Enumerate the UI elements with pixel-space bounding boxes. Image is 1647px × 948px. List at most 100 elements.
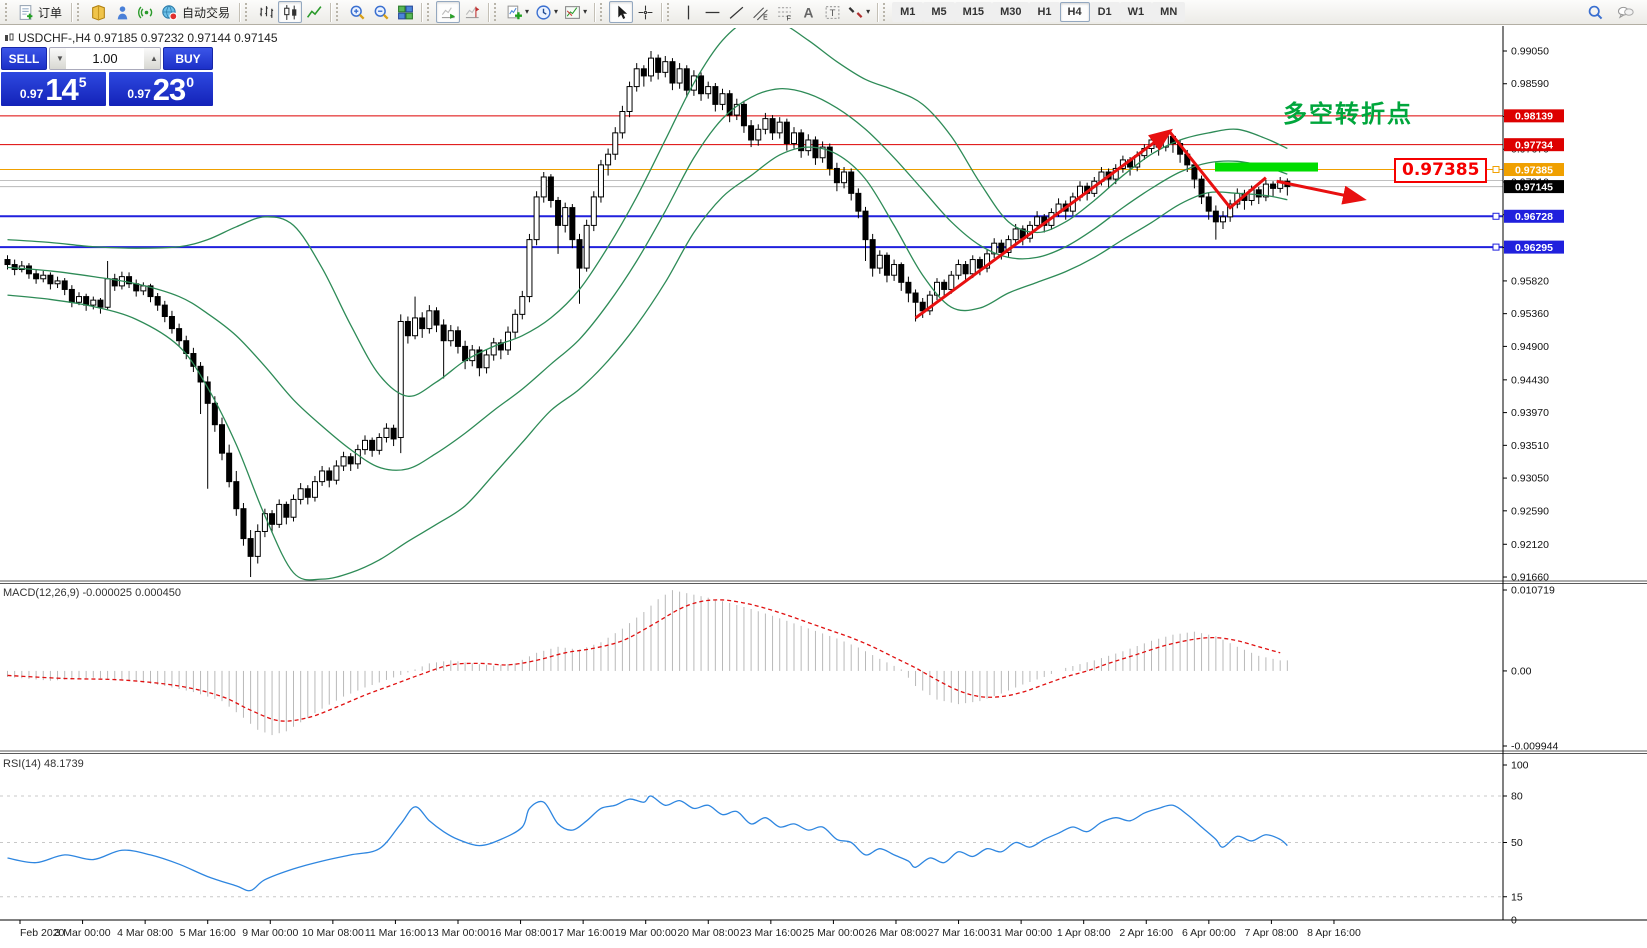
- turning-point-annotation[interactable]: 多空转折点: [1283, 100, 1413, 128]
- svg-text:0.98590: 0.98590: [1511, 78, 1549, 90]
- chart-background: [0, 26, 1647, 948]
- svg-text:0.91660: 0.91660: [1511, 572, 1549, 584]
- sell-price-pipette: 5: [78, 74, 87, 90]
- macd-indicator-label: MACD(12,26,9) -0.000025 0.000450: [3, 587, 181, 599]
- strategy-tester-button[interactable]: [110, 1, 134, 23]
- svg-text:2 Apr 16:00: 2 Apr 16:00: [1119, 927, 1173, 939]
- svg-text:50: 50: [1511, 837, 1523, 849]
- tiles-icon: [397, 5, 413, 19]
- timeframe-h4-button[interactable]: H4: [1059, 2, 1090, 22]
- timeframe-m1-button[interactable]: M1: [892, 2, 924, 22]
- svg-text:23 Mar 16:00: 23 Mar 16:00: [740, 927, 802, 939]
- toolbar-grip: [494, 3, 500, 21]
- volume-input[interactable]: [66, 48, 144, 69]
- sell-price-button[interactable]: 0.97 14 5: [1, 72, 106, 106]
- timeframe-m5-button[interactable]: M5: [923, 2, 955, 22]
- sell-button[interactable]: SELL: [1, 47, 47, 70]
- volume-decrease-button[interactable]: ▼: [50, 48, 66, 69]
- price-level-callout[interactable]: 0.97385: [1394, 157, 1488, 183]
- svg-text:Feb 2020: Feb 2020: [20, 927, 65, 939]
- indicator-icon: [507, 5, 522, 19]
- zoom-out-button[interactable]: [369, 1, 393, 23]
- candlestick-chart-button[interactable]: [278, 1, 303, 23]
- svg-text:13 Mar 00:00: 13 Mar 00:00: [427, 927, 489, 939]
- one-click-trading-panel: SELL ▼ ▲ BUY 0.97 14 5 0.97 23 0: [1, 47, 213, 106]
- svg-text:15: 15: [1511, 891, 1523, 903]
- candles-icon: [283, 4, 296, 20]
- horizontal-level-lines[interactable]: [0, 115, 1503, 249]
- timeframe-d1-button[interactable]: D1: [1089, 2, 1120, 22]
- indicators-button[interactable]: ▾: [503, 1, 532, 23]
- periods-button[interactable]: ▾: [532, 1, 561, 23]
- new-order-button[interactable]: 订单: [14, 1, 67, 23]
- search-button[interactable]: [1583, 1, 1607, 23]
- svg-text:0.93510: 0.93510: [1511, 440, 1549, 452]
- toolbar-separator: [488, 2, 490, 22]
- buy-price-prefix: 0.97: [127, 87, 151, 101]
- toolbar-right-group: [1583, 1, 1643, 23]
- clock-icon: [536, 4, 551, 20]
- toolbar-grip: [427, 3, 433, 21]
- zoom-in-button[interactable]: [345, 1, 369, 23]
- svg-text:3 Mar 00:00: 3 Mar 00:00: [55, 927, 111, 939]
- timeframe-h1-button[interactable]: H1: [1029, 2, 1060, 22]
- chart-canvas[interactable]: 0.990500.985900.981300.976700.972100.967…: [0, 26, 1647, 948]
- symbol-icon: [5, 33, 14, 41]
- macd-histogram: [7, 590, 1288, 736]
- vertical-line-button[interactable]: [676, 1, 700, 23]
- templates-button[interactable]: ▾: [561, 1, 590, 23]
- crosshair-button[interactable]: [633, 1, 657, 23]
- text-label-button[interactable]: T: [820, 1, 844, 23]
- order-icon: [19, 4, 33, 20]
- auto-scroll-button[interactable]: [436, 1, 461, 23]
- svg-text:0.94900: 0.94900: [1511, 341, 1549, 353]
- tile-windows-button[interactable]: [393, 1, 417, 23]
- buy-button[interactable]: BUY: [163, 47, 213, 70]
- tester-icon: [117, 5, 127, 19]
- chart-shift-button[interactable]: [460, 1, 484, 23]
- textT-icon: T: [825, 5, 839, 19]
- svg-text:0.96295: 0.96295: [1515, 242, 1553, 254]
- buy-price-button[interactable]: 0.97 23 0: [108, 71, 213, 107]
- svg-text:100: 100: [1511, 760, 1529, 772]
- signals-button[interactable]: [134, 1, 158, 23]
- price-panel: [0, 28, 1503, 581]
- autotrading-button[interactable]: 自动交易: [158, 1, 235, 23]
- buy-price-big: 23: [152, 71, 186, 107]
- bar-chart-button[interactable]: [254, 1, 278, 23]
- timeframe-w1-button[interactable]: W1: [1119, 2, 1153, 22]
- timeframe-m15-button[interactable]: M15: [954, 2, 993, 22]
- toolbar-separator: [421, 2, 423, 22]
- rsi-panel: [0, 795, 1503, 898]
- hline-icon: [705, 11, 719, 13]
- price-axis[interactable]: 0.990500.985900.981300.976700.972100.967…: [0, 26, 1647, 927]
- main-toolbar: 订单 自动交易 ▾ ▾ ▾ E F A T ▾ M1 M5 M15 M30 H1 H4 D1 W1 MN: [0, 0, 1647, 25]
- trendline-button[interactable]: [724, 1, 748, 23]
- chart-drawings[interactable]: [914, 128, 1367, 320]
- fibonacci-button[interactable]: F: [772, 1, 796, 23]
- toolbar-separator: [71, 2, 73, 22]
- horizontal-line-button[interactable]: [700, 1, 724, 23]
- timeframe-m30-button[interactable]: M30: [992, 2, 1030, 22]
- chat-button[interactable]: [1613, 1, 1637, 23]
- macd-panel: [7, 590, 1288, 736]
- metaeditor-button[interactable]: [86, 1, 110, 23]
- svg-text:17 Mar 16:00: 17 Mar 16:00: [552, 927, 614, 939]
- timeframe-mn-button[interactable]: MN: [1152, 2, 1186, 22]
- chevron-down-icon: ▾: [866, 7, 871, 16]
- arrows-button[interactable]: ▾: [844, 1, 873, 23]
- rsi-indicator-label: RSI(14) 48.1739: [3, 758, 84, 770]
- zoomin-icon: [350, 5, 365, 19]
- editor-icon: [91, 4, 105, 21]
- crosshair-icon: [638, 5, 652, 19]
- volume-increase-button[interactable]: ▲: [144, 48, 160, 69]
- cursor-button[interactable]: [609, 1, 634, 23]
- line-chart-button[interactable]: [302, 1, 326, 23]
- text-button[interactable]: A: [796, 1, 820, 23]
- svg-text:1 Apr 08:00: 1 Apr 08:00: [1057, 927, 1111, 939]
- chart-symbol-title: USDCHF-,H4 0.97185 0.97232 0.97144 0.971…: [4, 31, 278, 45]
- toolbar-grip: [883, 3, 889, 21]
- equidistant-channel-button[interactable]: E: [748, 1, 772, 23]
- autotrade-icon: [162, 4, 178, 20]
